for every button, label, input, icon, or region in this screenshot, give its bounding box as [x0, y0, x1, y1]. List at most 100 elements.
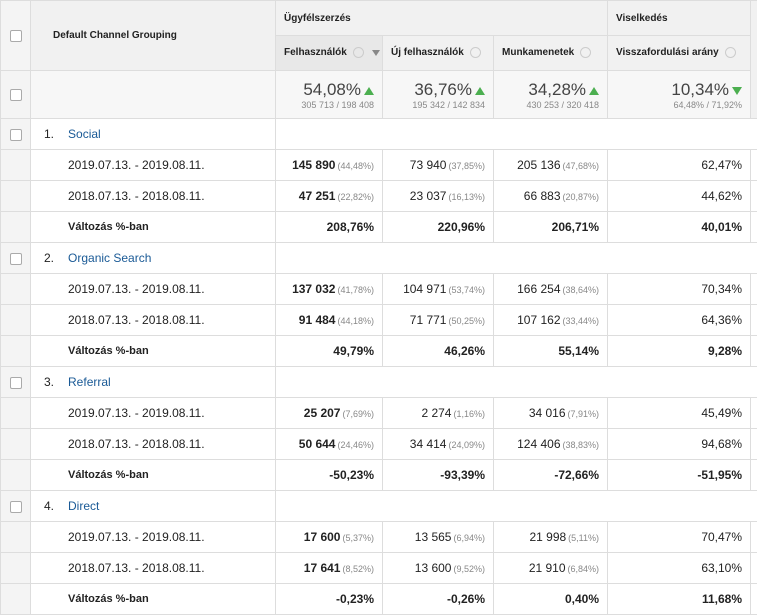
row-end: [751, 553, 757, 584]
metric-value: 13 600: [415, 561, 452, 575]
metric-share: (8,52%): [342, 564, 374, 574]
total-value: 54,08%: [303, 80, 361, 99]
column-header[interactable]: Visszafordulási arány: [608, 36, 751, 71]
channel-index: 4.: [44, 499, 54, 513]
blank-cell: [1, 584, 31, 615]
metric-cell: 25 207(7,69%): [276, 398, 383, 429]
blank-cell: [1, 305, 31, 336]
metric-cell: 34 016(7,91%): [494, 398, 608, 429]
metric-cell: 2 274(1,16%): [383, 398, 494, 429]
channel-name[interactable]: Referral: [68, 375, 111, 389]
row-end: [751, 305, 757, 336]
metric-cell: 13 565(6,94%): [383, 522, 494, 553]
metric-value: 94,68%: [701, 437, 742, 451]
metric-cell: 44,62%: [608, 181, 751, 212]
group-header: Viselkedés: [608, 1, 751, 36]
metric-cell: 62,47%: [608, 150, 751, 181]
checkbox[interactable]: [10, 30, 22, 42]
metric-cell: 104 971(53,74%): [383, 274, 494, 305]
blank-cell: [1, 181, 31, 212]
metric-cell: 23 037(16,13%): [383, 181, 494, 212]
metric-value: 13 565: [415, 530, 452, 544]
checkbox[interactable]: [10, 501, 22, 513]
channel-row: 4. Direct: [1, 491, 757, 522]
row-label: Változás %-ban: [31, 212, 276, 243]
channel-row: 1.Social: [1, 119, 757, 150]
checkbox[interactable]: [10, 377, 22, 389]
metric-value: 124 406: [517, 437, 560, 451]
metric-share: (44,48%): [337, 161, 374, 171]
row-end: [751, 181, 757, 212]
help-icon: [580, 47, 591, 58]
metric-cell: 70,34%: [608, 274, 751, 305]
sort-icon[interactable]: [372, 50, 380, 56]
metric-share: (7,69%): [342, 409, 374, 419]
checkbox-cell: [1, 491, 31, 522]
metric-cell: 46,26%: [383, 336, 494, 367]
metric-value: 40,01%: [701, 220, 742, 234]
metric-value: -50,23%: [329, 468, 374, 482]
metric-cell: 166 254(38,64%): [494, 274, 608, 305]
metric-share: (6,84%): [568, 564, 600, 574]
metric-value: 107 162: [517, 313, 560, 327]
row-label: Változás %-ban: [31, 460, 276, 491]
column-header[interactable]: Munkamenetek: [494, 36, 608, 71]
column-header[interactable]: Felhasználók: [276, 36, 383, 71]
metric-value: 9,28%: [708, 344, 742, 358]
metric-value: 11,68%: [702, 592, 742, 606]
blank-cell: [1, 522, 31, 553]
metric-cell: 40,01%: [608, 212, 751, 243]
metric-cell: 21 910(6,84%): [494, 553, 608, 584]
row-end: [751, 336, 757, 367]
channel-name[interactable]: Organic Search: [68, 251, 151, 265]
channel-index: 3.: [44, 375, 54, 389]
column-header[interactable]: Új felhasználók: [383, 36, 494, 71]
metric-cell: 220,96%: [383, 212, 494, 243]
row-label: 2019.07.13. - 2019.08.11.: [31, 150, 276, 181]
total-detail: 195 342 / 142 834: [391, 100, 485, 110]
metric-value: 73 940: [410, 158, 447, 172]
metric-cell: 45,49%: [608, 398, 751, 429]
metric-value: -72,66%: [554, 468, 599, 482]
metric-value: 21 910: [529, 561, 566, 575]
metric-value: 17 641: [304, 561, 341, 575]
checkbox-cell: [1, 367, 31, 398]
metric-value: -93,39%: [440, 468, 485, 482]
checkbox[interactable]: [10, 129, 22, 141]
channel-empty: [276, 243, 757, 274]
metric-share: (47,68%): [563, 161, 600, 171]
channel-row: 2.Organic Search: [1, 243, 757, 274]
metric-share: (24,46%): [337, 440, 374, 450]
blank-cell: [1, 336, 31, 367]
checkbox[interactable]: [10, 89, 22, 101]
metric-cell: 124 406(38,83%): [494, 429, 608, 460]
metric-cell: 64,36%: [608, 305, 751, 336]
channel-name[interactable]: Direct: [68, 499, 99, 513]
channel-name[interactable]: Social: [68, 127, 101, 141]
row-label: Változás %-ban: [31, 584, 276, 615]
row-label: 2019.07.13. - 2019.08.11.: [31, 522, 276, 553]
column-label: Felhasználók: [284, 48, 347, 59]
checkbox[interactable]: [10, 253, 22, 265]
blank-cell: [1, 460, 31, 491]
channel-empty: [276, 491, 757, 522]
metric-cell: 11,68%: [608, 584, 751, 615]
metric-value: 70,47%: [701, 530, 742, 544]
metric-cell: 47 251(22,82%): [276, 181, 383, 212]
metric-value: 62,47%: [701, 158, 742, 172]
trend-arrow: [589, 87, 599, 95]
metric-share: (37,85%): [448, 161, 485, 171]
metric-value: 45,49%: [701, 406, 742, 420]
metric-share: (16,13%): [448, 192, 485, 202]
metric-cell: 0,40%: [494, 584, 608, 615]
metric-share: (38,83%): [563, 440, 600, 450]
total-cell: 54,08%305 713 / 198 408: [276, 71, 383, 119]
group-header: Ügyfélszerzés: [276, 1, 608, 36]
column-label: Visszafordulási arány: [616, 48, 719, 59]
total-detail: 64,48% / 71,92%: [616, 100, 742, 110]
metric-share: (50,25%): [448, 316, 485, 326]
